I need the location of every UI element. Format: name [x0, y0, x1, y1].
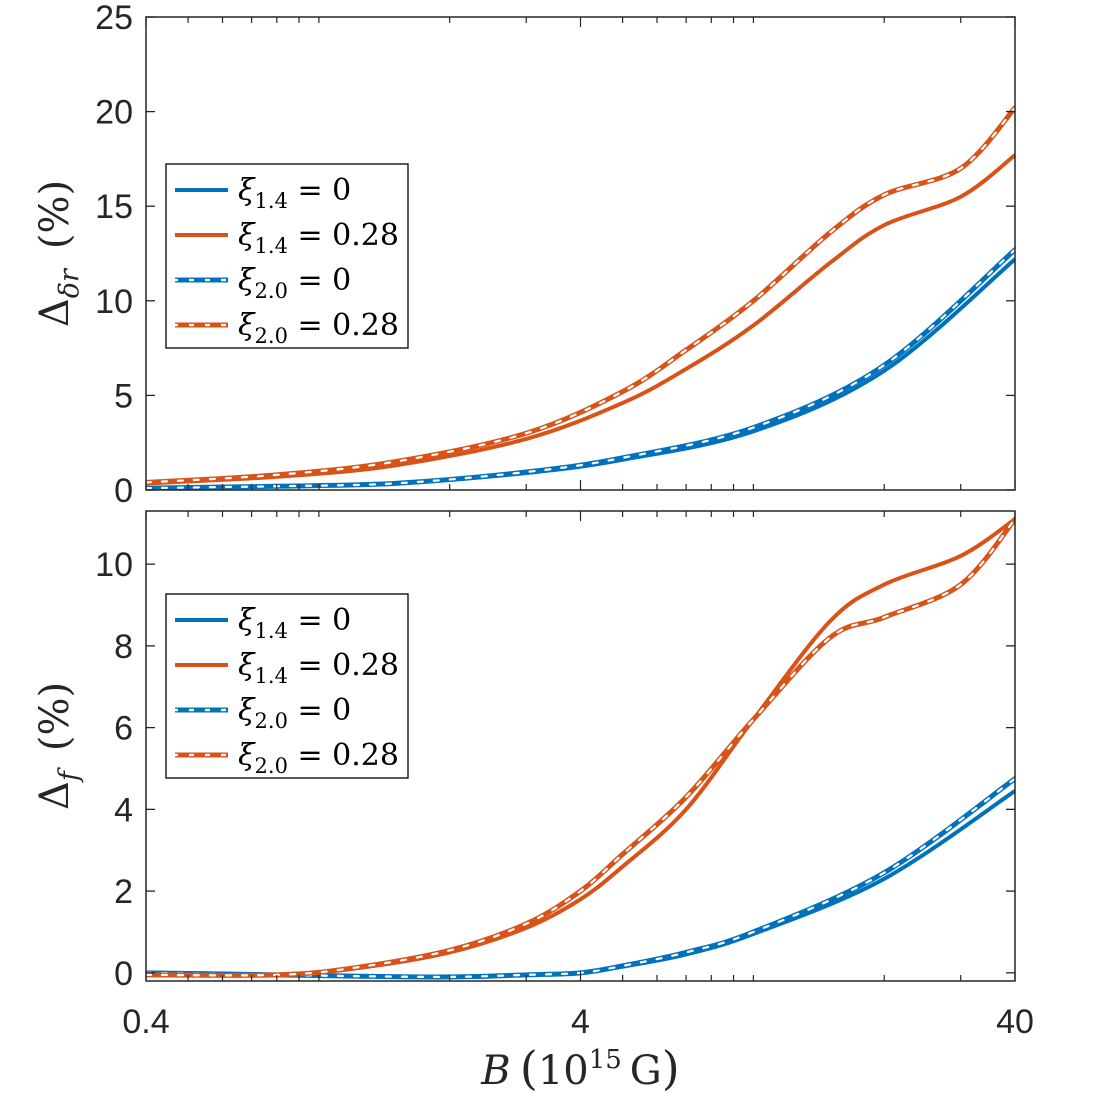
x-axis-paren-open: ( — [511, 1041, 538, 1095]
legend-item-1: ξ1.4 = 0 — [175, 173, 351, 213]
series-3 — [146, 776, 1015, 980]
legend-item-3: ξ2.0 = 0 — [175, 263, 351, 303]
panel-top: 0 5 10 15 20 25 Δδr (%) ξ1.4 = 0 ξ1.4 = 0.28 ξ2.0… — [32, 0, 1016, 510]
legend-item-2: ξ1.4 = 0.28 — [175, 648, 399, 688]
x-axis-paren-close: ) — [662, 1041, 680, 1095]
y-tick-label: 25 — [95, 0, 133, 37]
y-tick-label: 6 — [114, 710, 133, 748]
y-tick-label: 0 — [114, 955, 133, 993]
series-4 — [146, 516, 1015, 978]
series-2 — [146, 153, 1015, 486]
legend-item-2: ξ1.4 = 0.28 — [175, 218, 399, 258]
y-tick-label: 10 — [95, 546, 133, 584]
series-group — [146, 105, 1015, 490]
legend: ξ1.4 = 0 ξ1.4 = 0.28 ξ2.0 = 0 ξ2.0 = 0.28 — [165, 163, 409, 349]
series-4-dash-gaps — [146, 106, 1015, 484]
legend-label: ξ1.4 = 0.28 — [238, 648, 399, 688]
x-tick-label: 40 — [996, 1003, 1034, 1041]
legend-item-1: ξ1.4 = 0 — [175, 603, 351, 643]
x-axis-label: B (1015 G) — [480, 1041, 679, 1095]
y-tick-label: 2 — [114, 873, 133, 911]
y-tick-label: 4 — [114, 791, 133, 829]
legend-item-3: ξ2.0 = 0 — [175, 693, 351, 733]
legend-label: ξ2.0 = 0 — [238, 263, 351, 303]
series-2-line — [146, 153, 1015, 486]
y-tick-label: 20 — [95, 94, 133, 132]
y-axis-label: Δδr (%) — [32, 180, 85, 327]
y-axis-label: Δf (%) — [32, 682, 85, 810]
legend-box — [165, 163, 409, 349]
panel-bottom: 0 2 4 6 8 10 Δf (%) ξ1.4 = 0 ξ1.4 = 0.28 ξ2.0 = 0… — [32, 510, 1034, 1095]
legend-item-4: ξ2.0 = 0.28 — [175, 308, 399, 348]
legend-label: ξ2.0 = 0.28 — [238, 738, 399, 778]
y-tick-label: 0 — [114, 472, 133, 510]
y-tick-label: 15 — [95, 188, 133, 226]
x-tick-label: 4 — [571, 1003, 590, 1041]
y-tick-label: 5 — [114, 377, 133, 415]
legend-label: ξ1.4 = 0 — [238, 603, 351, 643]
legend: ξ1.4 = 0 ξ1.4 = 0.28 ξ2.0 = 0 ξ2.0 = 0.28 — [165, 593, 409, 779]
legend-label: ξ2.0 = 0 — [238, 693, 351, 733]
legend-item-4: ξ2.0 = 0.28 — [175, 738, 399, 778]
legend-label: ξ1.4 = 0 — [238, 173, 351, 213]
legend-label: ξ2.0 = 0.28 — [238, 308, 399, 348]
series-3-dash-gaps — [146, 777, 1015, 979]
y-tick-label: 10 — [95, 283, 133, 321]
y-axis-unit: (%) — [32, 682, 78, 771]
series-4-dash-gaps — [146, 518, 1015, 977]
series-3 — [146, 247, 1015, 490]
series-3-dash-gaps — [146, 248, 1015, 490]
series-4 — [146, 105, 1015, 485]
y-axis-unit: (%) — [32, 180, 78, 269]
legend-label: ξ1.4 = 0.28 — [238, 218, 399, 258]
y-tick-label: 8 — [114, 628, 133, 666]
series-group — [146, 516, 1015, 980]
x-tick-label: 0.4 — [122, 1003, 169, 1041]
legend-box — [165, 593, 409, 779]
